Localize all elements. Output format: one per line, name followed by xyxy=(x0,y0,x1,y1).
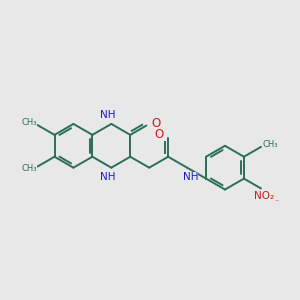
Text: NO₂: NO₂ xyxy=(254,191,274,201)
Text: CH₃: CH₃ xyxy=(262,140,278,149)
Text: O: O xyxy=(154,128,164,141)
Text: ⁻: ⁻ xyxy=(275,197,279,206)
Text: CH₃: CH₃ xyxy=(21,164,37,173)
Text: NH: NH xyxy=(100,172,116,182)
Text: NH: NH xyxy=(100,110,116,120)
Text: NH: NH xyxy=(183,172,198,182)
Text: O: O xyxy=(151,117,160,130)
Text: CH₃: CH₃ xyxy=(21,118,37,127)
